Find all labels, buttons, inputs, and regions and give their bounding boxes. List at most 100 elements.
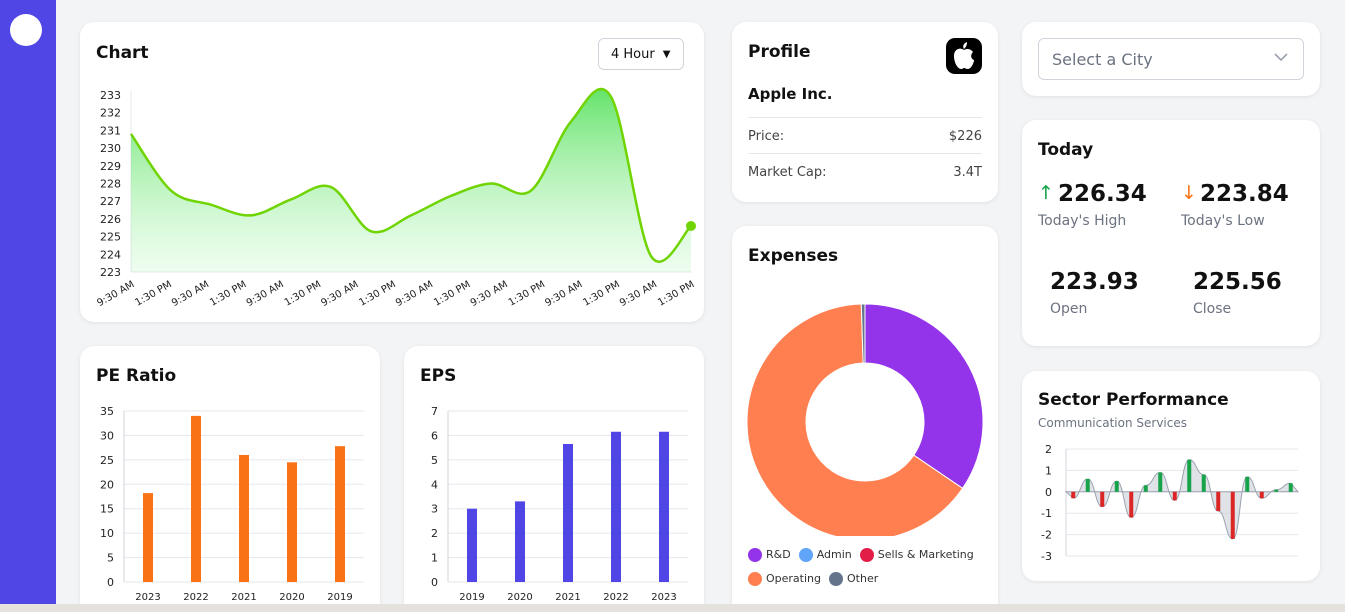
sector-bar	[1100, 491, 1105, 507]
sector-bar	[1230, 491, 1235, 539]
x-tick-label: 2022	[183, 592, 208, 603]
sector-performance-card: Sector Performance Communication Service…	[1022, 371, 1320, 581]
y-tick-label: 0	[1045, 486, 1052, 499]
y-tick-label: 226	[100, 213, 121, 226]
today-low-label: Today's Low	[1181, 213, 1265, 229]
y-tick-label: 20	[100, 478, 114, 491]
y-tick-label: -1	[1041, 507, 1052, 520]
legend-item[interactable]: Operating	[748, 568, 821, 590]
x-tick-label: 9:30 AM	[394, 279, 435, 309]
profile-card: Profile Apple Inc. Price: $226 Market Ca…	[732, 22, 998, 202]
y-tick-label: 2	[431, 527, 438, 540]
x-tick-label: 2023	[651, 592, 676, 603]
legend-item[interactable]: Other	[829, 568, 878, 590]
price-chart-card: Chart 4 Hour ▼ 233 232 231 230 229 228 227 226 2…	[80, 22, 704, 322]
chevron-down-icon: ▼	[662, 48, 671, 60]
y-tick-label: 1	[1045, 464, 1052, 477]
x-tick-label: 9:30 AM	[319, 279, 360, 309]
city-select-card: Select a City	[1022, 22, 1320, 96]
y-tick-label: 228	[100, 178, 121, 191]
y-tick-label: 25	[100, 454, 114, 467]
today-low-value: 223.84	[1200, 181, 1289, 207]
price-value: $226	[948, 129, 982, 144]
y-tick-label: 227	[100, 195, 121, 208]
bar	[563, 443, 573, 582]
x-tick-label: 2020	[507, 592, 532, 603]
expenses-legend: R&D Admin Sells & Marketing Operating Other	[748, 544, 988, 592]
user-avatar[interactable]	[10, 14, 42, 46]
y-tick-label: 6	[431, 429, 438, 442]
x-tick-label: 1:30 PM	[581, 279, 621, 309]
bar	[659, 431, 669, 582]
y-tick-label: 4	[431, 478, 438, 491]
legend-label: Admin	[816, 548, 852, 561]
legend-item[interactable]: R&D	[748, 544, 791, 566]
price-label: Price:	[748, 129, 785, 144]
bar	[515, 501, 525, 582]
sidebar	[0, 0, 56, 612]
y-tick-label: 3	[431, 503, 438, 516]
donut-slice	[860, 303, 866, 364]
y-tick-label: 231	[100, 124, 121, 137]
last-point-marker	[686, 220, 696, 231]
expenses-title: Expenses	[748, 246, 839, 266]
eps-bar-chart: 7 6 5 4 3 2 1 0 2019 2020 2021 2022 2023	[431, 405, 688, 603]
x-tick-label: 1:30 PM	[507, 279, 547, 309]
legend-swatch	[798, 548, 813, 562]
x-tick-label: 1:30 PM	[656, 279, 696, 309]
x-tick-label: 1:30 PM	[357, 279, 397, 309]
sector-title: Sector Performance	[1038, 390, 1229, 410]
bar	[335, 446, 345, 582]
y-tick-label: 30	[100, 429, 114, 442]
sector-subtitle: Communication Services	[1038, 416, 1187, 430]
divider	[748, 153, 982, 154]
donut-slice	[864, 303, 984, 490]
legend-label: Sells & Marketing	[877, 548, 974, 561]
bar	[467, 508, 477, 582]
sector-bar	[1172, 491, 1177, 501]
eps-card: EPS 7 6 5 4 3 2 1 0 2019 2020 2021 2022 2023	[404, 346, 704, 612]
expenses-card: Expenses R&D Admin Sells & Marketing Operat…	[732, 226, 998, 612]
city-select[interactable]: Select a City	[1038, 38, 1304, 80]
today-high-value: 226.34	[1058, 181, 1147, 207]
bar	[287, 462, 297, 582]
pe-ratio-title: PE Ratio	[96, 366, 177, 386]
donut-slice	[746, 303, 964, 536]
legend-label: Operating	[766, 572, 821, 585]
y-tick-label: 225	[100, 231, 121, 244]
y-tick-label: -3	[1041, 550, 1052, 563]
expenses-donut-chart	[746, 303, 984, 536]
sector-bar	[1071, 491, 1076, 499]
close-value: 225.56	[1193, 269, 1282, 295]
divider	[748, 117, 982, 118]
x-tick-label: 2023	[135, 592, 160, 603]
legend-item[interactable]: Admin	[798, 544, 852, 566]
area-fill	[131, 88, 691, 272]
y-tick-label: 232	[100, 107, 121, 120]
y-tick-label: 0	[431, 576, 438, 589]
legend-swatch	[859, 548, 874, 562]
city-select-placeholder: Select a City	[1052, 49, 1153, 69]
x-tick-label: 2022	[603, 592, 628, 603]
y-tick-label: 1	[431, 552, 438, 565]
interval-select[interactable]: 4 Hour ▼	[598, 38, 684, 70]
sector-bar	[1114, 481, 1119, 492]
sector-bar	[1129, 491, 1134, 518]
close-label: Close	[1193, 301, 1232, 317]
sector-area	[1064, 459, 1300, 540]
legend-swatch	[748, 548, 762, 562]
x-tick-label: 9:30 AM	[543, 279, 584, 309]
eps-title: EPS	[420, 366, 457, 386]
x-tick-label: 1:30 PM	[133, 279, 173, 309]
x-tick-label: 2019	[459, 592, 484, 603]
legend-label: R&D	[766, 548, 791, 561]
y-tick-label: 35	[100, 405, 114, 418]
sector-bar	[1085, 478, 1090, 492]
y-tick-label: 223	[100, 266, 121, 279]
company-name: Apple Inc.	[748, 85, 833, 103]
sector-bar	[1216, 491, 1221, 512]
x-tick-label: 9:30 AM	[245, 279, 286, 309]
chevron-down-icon	[1273, 49, 1289, 69]
interval-value: 4 Hour	[611, 46, 655, 62]
legend-item[interactable]: Sells & Marketing	[859, 544, 974, 566]
